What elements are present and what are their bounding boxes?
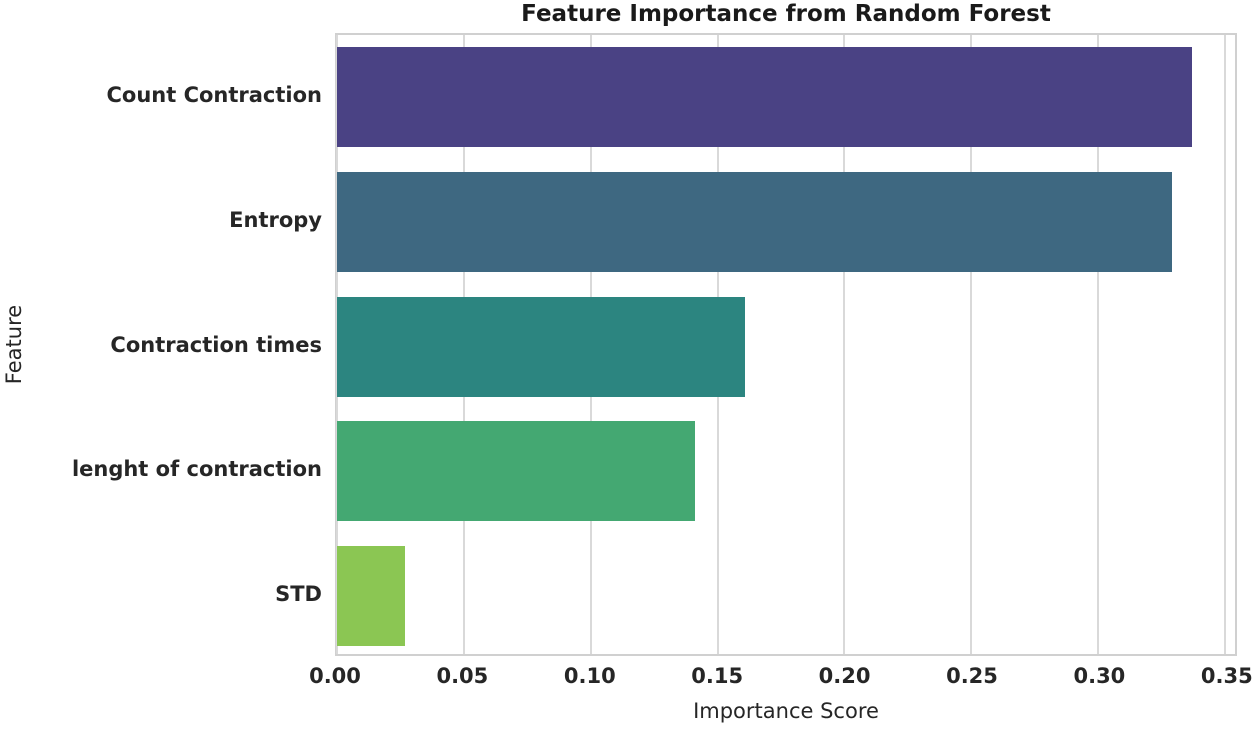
gridline-x-0.25 <box>970 35 973 654</box>
x-tick-label: 0.30 <box>1073 664 1126 688</box>
y-tick-label: Contraction times <box>110 332 322 357</box>
x-axis-label: Importance Score <box>693 699 879 723</box>
x-tick-label: 0.25 <box>946 664 998 688</box>
chart-title: Feature Importance from Random Forest <box>521 1 1051 27</box>
gridline-x-0.35 <box>1223 35 1226 654</box>
y-tick-label: Count Contraction <box>106 83 322 108</box>
bar-std <box>337 545 406 646</box>
gridline-x-0.30 <box>1097 35 1100 654</box>
x-tick-label: 0.15 <box>691 664 744 688</box>
bar-entropy <box>337 171 1172 272</box>
x-tick-label: 0.05 <box>436 664 489 688</box>
y-tick-labels: Count Contraction Entropy Contraction time… <box>0 33 322 656</box>
plot-area <box>335 33 1237 656</box>
bar-count-contraction <box>337 47 1192 148</box>
y-tick-label: STD <box>275 581 322 606</box>
bar-contraction-times <box>337 296 746 397</box>
gridline-x-0.20 <box>843 35 846 654</box>
x-tick-label: 0.20 <box>818 664 871 688</box>
x-tick-label: 0.10 <box>563 664 616 688</box>
x-tick-label: 0.35 <box>1200 664 1253 688</box>
y-tick-label: Entropy <box>229 207 322 232</box>
x-tick-label: 0.00 <box>309 664 361 688</box>
y-tick-label: lenght of contraction <box>71 457 322 482</box>
bar-lenght-of-contraction <box>337 421 695 522</box>
